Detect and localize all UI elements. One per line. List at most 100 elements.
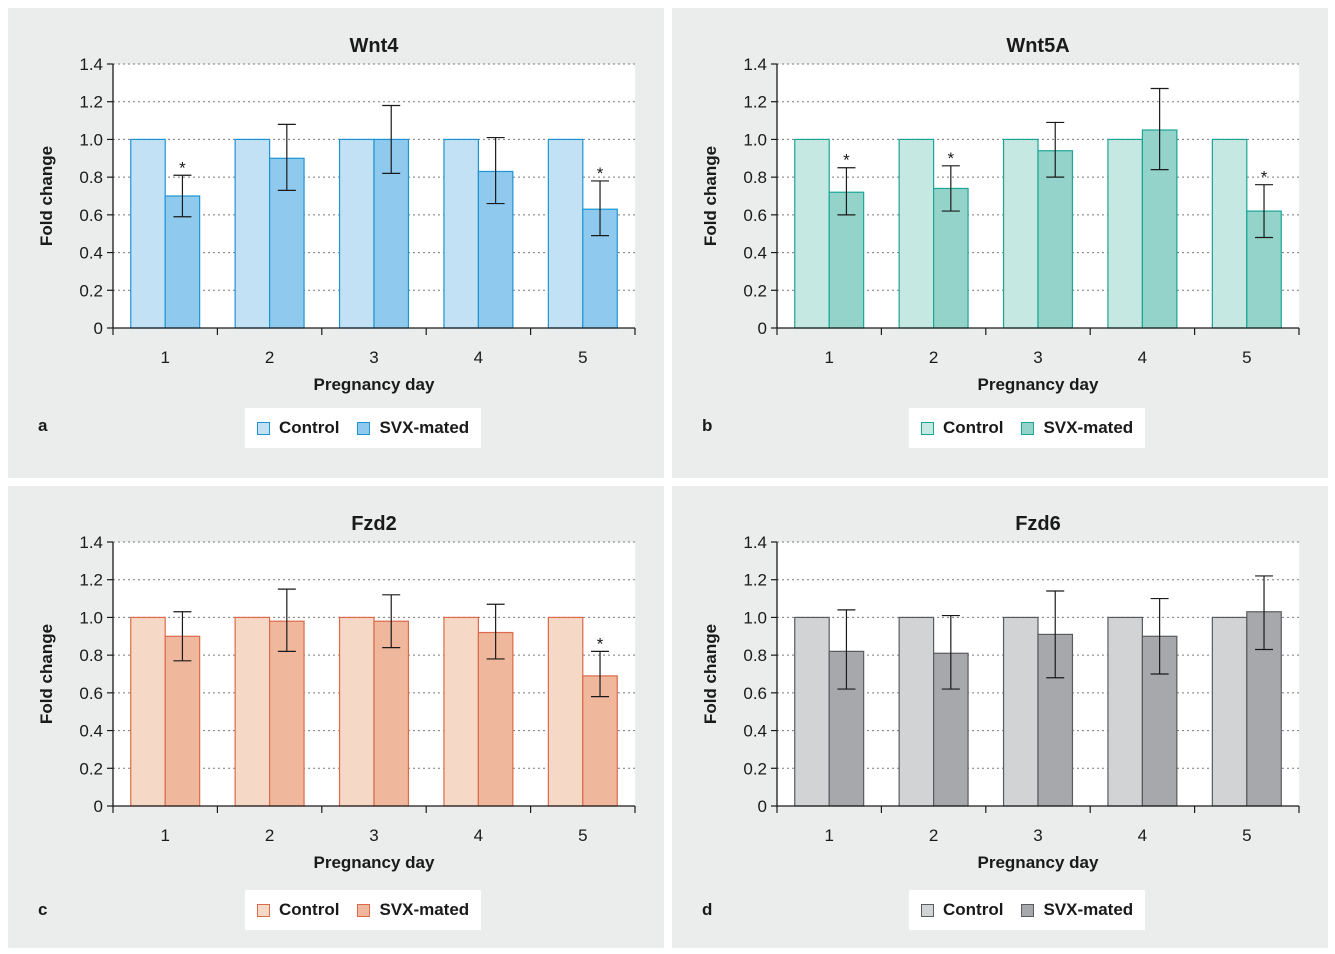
bar-control [547, 616, 584, 807]
panel-letter-a: a [38, 416, 48, 435]
x-tick-label: 5 [1242, 348, 1251, 367]
legend-label-svx-mated: SVX-mated [1043, 900, 1134, 919]
legend-item-svx-mated: SVX-mated [357, 418, 469, 438]
significance-marker: * [597, 634, 604, 653]
bar-control [1002, 616, 1039, 807]
panel-letter-b: b [702, 416, 713, 435]
y-tick-label: 1.4 [79, 55, 103, 74]
bar-svx-mated [477, 631, 514, 807]
y-tick-label: 0.6 [79, 206, 103, 225]
x-tick-label: 4 [474, 826, 483, 845]
chart-title: Fzd2 [351, 513, 397, 535]
chart-panel-a: 0 0.2 0.4 0.6 0.8 1.0 1.2 1.4 * 1 2 3 4 * 5 Wnt4 Pregnan… [8, 8, 664, 478]
legend-a: Control SVX-mated [245, 408, 482, 448]
bar-svx-mated [164, 635, 201, 807]
legend-label-control: Control [279, 900, 340, 919]
y-tick-label: 0.2 [743, 281, 767, 300]
legend-b: Control SVX-mated [909, 408, 1146, 448]
legend-label-svx-mated: SVX-mated [1043, 418, 1134, 437]
chart-svg-c: 0 0.2 0.4 0.6 0.8 1.0 1.2 1.4 1 2 3 4 * 5 Fzd2 Pregnanc… [37, 513, 636, 872]
significance-marker: * [597, 164, 604, 183]
x-tick-label: 3 [1033, 826, 1042, 845]
x-tick-label: 4 [1138, 826, 1147, 845]
bar-control [338, 138, 375, 329]
bar-control [1002, 138, 1039, 329]
x-tick-label: 5 [578, 826, 587, 845]
y-tick-label: 1.0 [743, 130, 767, 149]
legend-swatch-control [921, 903, 934, 917]
x-tick-label: 2 [265, 826, 274, 845]
bar-svx-mated [1037, 150, 1074, 329]
bar-control [547, 138, 584, 329]
bar-control [1107, 138, 1143, 329]
y-tick-label: 1.4 [743, 533, 767, 552]
legend-label-control: Control [943, 418, 1004, 437]
legend-item-control: Control [921, 900, 1003, 920]
bar-control [443, 616, 479, 807]
x-axis-label: Pregnancy day [314, 853, 435, 872]
y-tick-label: 0.8 [79, 646, 103, 665]
bar-control [1211, 616, 1248, 807]
bar-control [234, 616, 271, 807]
legend-item-svx-mated: SVX-mated [1021, 900, 1133, 920]
bar-control [234, 138, 271, 329]
x-tick-label: 3 [369, 348, 378, 367]
bar-control [794, 616, 830, 807]
significance-marker: * [179, 158, 186, 177]
legend-item-svx-mated: SVX-mated [357, 900, 469, 920]
y-tick-label: 0.2 [743, 759, 767, 778]
legend-item-control: Control [921, 418, 1003, 438]
significance-marker: * [1261, 168, 1268, 187]
y-tick-label: 1.4 [79, 533, 103, 552]
legend-label-control: Control [279, 418, 340, 437]
x-tick-label: 1 [824, 826, 833, 845]
y-tick-label: 1.2 [79, 571, 103, 590]
legend-label-svx-mated: SVX-mated [379, 418, 470, 437]
chart-panel-d: 0 0.2 0.4 0.6 0.8 1.0 1.2 1.4 1 2 3 4 5 Fzd6 Pregnancy… [672, 486, 1328, 948]
x-tick-label: 3 [369, 826, 378, 845]
y-axis-label: Fold change [37, 624, 56, 724]
y-tick-label: 1.4 [743, 55, 767, 74]
bar-control [338, 616, 375, 807]
legend-swatch-control [257, 903, 270, 917]
x-tick-label: 3 [1033, 348, 1042, 367]
y-tick-label: 0.6 [79, 684, 103, 703]
y-tick-label: 0.6 [743, 206, 767, 225]
legend-item-control: Control [257, 418, 339, 438]
x-axis-label: Pregnancy day [978, 375, 1099, 394]
legend-c: Control SVX-mated [245, 890, 482, 930]
legend-swatch-svx-mated [1021, 421, 1035, 435]
x-tick-label: 4 [1138, 348, 1147, 367]
y-tick-label: 0.2 [79, 759, 103, 778]
y-tick-label: 0.2 [79, 281, 103, 300]
chart-svg-a: 0 0.2 0.4 0.6 0.8 1.0 1.2 1.4 * 1 2 3 4 * 5 Wnt4 Pregnan… [37, 35, 636, 394]
chart-title: Wnt5A [1006, 35, 1069, 57]
bar-control [130, 138, 166, 329]
y-tick-label: 0.4 [79, 722, 103, 741]
chart-panel-b: 0 0.2 0.4 0.6 0.8 1.0 1.2 1.4 * 1 * 2 3 4 * 5 Wnt5A Pregn… [672, 8, 1328, 478]
x-axis-label: Pregnancy day [978, 853, 1099, 872]
chart-panel-c: 0 0.2 0.4 0.6 0.8 1.0 1.2 1.4 1 2 3 4 * 5 Fzd2 Pregnanc… [8, 486, 664, 948]
legend-d: Control SVX-mated [909, 890, 1146, 930]
bar-svx-mated [164, 195, 201, 329]
panel-letter-d: d [702, 900, 713, 919]
legend-item-control: Control [257, 900, 339, 920]
y-tick-label: 1.0 [79, 608, 103, 627]
x-tick-label: 4 [474, 348, 483, 367]
chart-svg-d: 0 0.2 0.4 0.6 0.8 1.0 1.2 1.4 1 2 3 4 5 Fzd6 Pregnancy… [701, 513, 1300, 872]
bar-control [898, 616, 935, 807]
y-tick-label: 1.2 [743, 571, 767, 590]
significance-marker: * [843, 151, 850, 170]
y-tick-label: 1.0 [79, 130, 103, 149]
y-axis-label: Fold change [37, 146, 56, 246]
y-tick-label: 1.2 [79, 93, 103, 112]
x-tick-label: 1 [824, 348, 833, 367]
bar-control [1211, 138, 1248, 329]
legend-label-control: Control [943, 900, 1004, 919]
legend-label-svx-mated: SVX-mated [379, 900, 470, 919]
bar-control [898, 138, 935, 329]
x-tick-label: 1 [160, 826, 169, 845]
x-axis-label: Pregnancy day [314, 375, 435, 394]
chart-svg-b: 0 0.2 0.4 0.6 0.8 1.0 1.2 1.4 * 1 * 2 3 4 * 5 Wnt5A Pregn… [701, 35, 1300, 394]
bar-control [794, 138, 830, 329]
